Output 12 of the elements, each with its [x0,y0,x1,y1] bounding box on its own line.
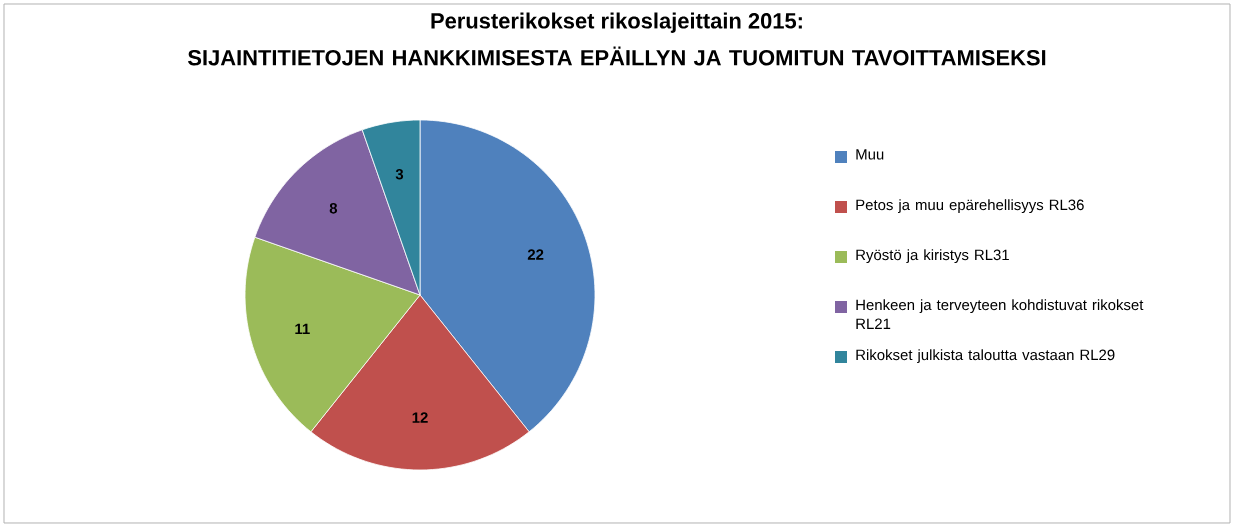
legend-label: Ryöstö ja kiristys RL31 [856,249,1009,264]
data-label: 22 [527,249,544,260]
data-label: 12 [412,412,428,423]
data-label: 11 [295,323,310,335]
data-label: 8 [329,203,338,214]
data-label: 3 [395,168,404,180]
legend-label: Petos ja muu epärehellisyys RL36 [856,199,1084,214]
chart-subtitle: SIJAINTITIETOJEN HANKKIMISESTA EPÄILLYN JA TUOMITUN TAVOITTAMISEKSI [187,46,1046,66]
chart-title: Perusterikokset rikoslajeittain 2015: [431,12,802,33]
legend-label: Henkeen ja terveyteen kohdistuvat rikokset RL21 [856,299,1144,329]
legend-label: Rikokset julkista taloutta vastaan RL29 [856,349,1115,364]
legend-label: Muu [856,149,884,160]
